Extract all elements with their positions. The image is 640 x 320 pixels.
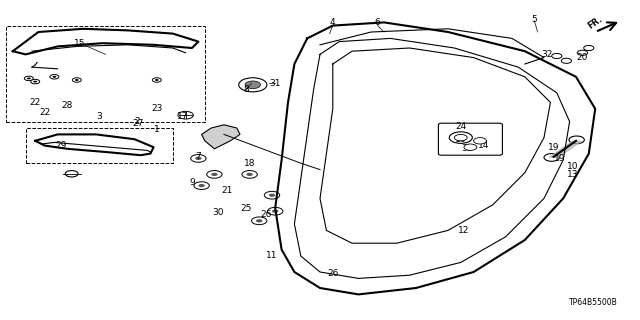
Text: FR.: FR. (586, 14, 604, 30)
Circle shape (272, 210, 278, 213)
Text: 22: 22 (39, 108, 51, 116)
Text: 20: 20 (577, 53, 588, 62)
Text: 19: 19 (548, 143, 559, 152)
Circle shape (198, 184, 205, 187)
Circle shape (584, 45, 594, 51)
Circle shape (264, 191, 280, 199)
Text: 1: 1 (154, 125, 159, 134)
Text: 29: 29 (55, 141, 67, 150)
Text: 16: 16 (455, 135, 467, 144)
Text: 12: 12 (458, 226, 470, 235)
Circle shape (242, 171, 257, 178)
FancyBboxPatch shape (438, 123, 502, 155)
Circle shape (269, 194, 275, 197)
Text: 32: 32 (541, 50, 553, 59)
Circle shape (155, 79, 159, 81)
Text: 4: 4 (330, 18, 335, 27)
Text: 25: 25 (241, 204, 252, 212)
Text: 10: 10 (567, 162, 579, 171)
Text: 15: 15 (74, 39, 86, 48)
Circle shape (72, 78, 81, 82)
Text: 3: 3 (97, 112, 102, 121)
Circle shape (464, 144, 477, 150)
Text: 21: 21 (221, 186, 233, 195)
Circle shape (178, 111, 193, 119)
Circle shape (50, 75, 59, 79)
Text: 9: 9 (189, 178, 195, 187)
Text: 13: 13 (567, 170, 579, 179)
Polygon shape (202, 125, 240, 149)
FancyBboxPatch shape (6, 26, 205, 122)
Circle shape (252, 217, 267, 225)
Circle shape (256, 219, 262, 222)
Circle shape (577, 50, 588, 55)
Circle shape (211, 173, 218, 176)
Circle shape (268, 207, 283, 215)
Circle shape (195, 157, 202, 160)
Text: 33: 33 (461, 144, 473, 153)
Circle shape (239, 78, 267, 92)
Text: 26: 26 (260, 210, 271, 219)
Text: 7: 7 (196, 152, 201, 161)
Text: 17: 17 (177, 112, 188, 121)
Circle shape (191, 155, 206, 162)
Circle shape (33, 81, 37, 83)
Text: TP64B5500B: TP64B5500B (569, 298, 618, 307)
Circle shape (27, 77, 31, 79)
Text: 28: 28 (61, 101, 73, 110)
Circle shape (65, 171, 78, 177)
Circle shape (552, 53, 562, 59)
Circle shape (52, 76, 56, 78)
Circle shape (474, 138, 486, 144)
Circle shape (245, 81, 260, 89)
Circle shape (75, 79, 79, 81)
Circle shape (207, 171, 222, 178)
Text: 19: 19 (554, 154, 566, 163)
Text: 26: 26 (327, 269, 339, 278)
Text: 6: 6 (375, 18, 380, 27)
Text: 14: 14 (477, 141, 489, 150)
Text: 2: 2 (135, 117, 140, 126)
Circle shape (454, 134, 467, 141)
FancyBboxPatch shape (26, 128, 173, 163)
Text: 11: 11 (266, 252, 278, 260)
Circle shape (569, 136, 584, 144)
Text: 18: 18 (244, 159, 255, 168)
Text: 24: 24 (455, 122, 467, 131)
Circle shape (152, 78, 161, 82)
Circle shape (194, 182, 209, 189)
Text: 23: 23 (151, 104, 163, 113)
Text: 22: 22 (29, 98, 41, 107)
Text: 5: 5 (532, 15, 537, 24)
Text: 27: 27 (132, 119, 143, 128)
Text: 8: 8 (244, 85, 249, 94)
Text: 30: 30 (212, 208, 223, 217)
Circle shape (31, 79, 40, 84)
Circle shape (544, 154, 559, 161)
Circle shape (561, 58, 572, 63)
Text: 31: 31 (269, 79, 281, 88)
Circle shape (449, 132, 472, 143)
Circle shape (246, 173, 253, 176)
Circle shape (24, 76, 33, 81)
